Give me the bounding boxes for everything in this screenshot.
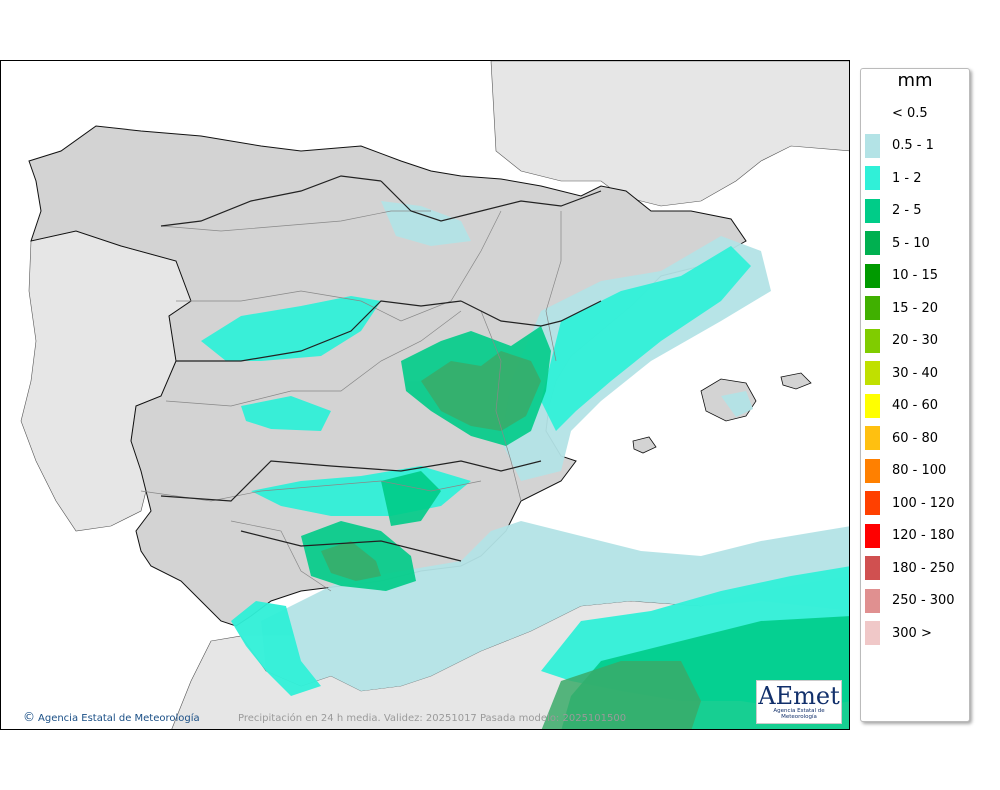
- legend-swatch: [865, 361, 880, 386]
- legend-item: 120 - 180: [865, 520, 955, 553]
- legend-label: 120 - 180: [892, 528, 955, 544]
- legend-item: 250 - 300: [865, 585, 955, 618]
- map-caption: Precipitación en 24 h media. Validez: 20…: [238, 713, 627, 724]
- map-canvas: [1, 61, 849, 729]
- legend-label: 2 - 5: [892, 203, 922, 219]
- legend-label: 180 - 250: [892, 560, 955, 576]
- france-land: [490, 61, 849, 207]
- legend-label: 0.5 - 1: [892, 138, 934, 154]
- legend-label: 5 - 10: [892, 235, 930, 251]
- community-borders: [160, 175, 602, 562]
- legend-list: < 0.5 0.5 - 1 1 - 2 2 - 5 5 - 10 10 - 15 15 - …: [865, 97, 955, 650]
- legend-label: 1 - 2: [892, 170, 922, 186]
- legend-label: 15 - 20: [892, 300, 939, 316]
- legend-swatch: [865, 426, 880, 451]
- legend-swatch: [865, 133, 880, 158]
- legend-swatch: [865, 263, 880, 288]
- legend-label: 250 - 300: [892, 593, 955, 609]
- legend-item: 60 - 80: [865, 422, 955, 455]
- legend-swatch: [865, 491, 880, 516]
- legend-item: 20 - 30: [865, 325, 955, 358]
- legend-swatch: [865, 621, 880, 646]
- menorca-island: [780, 372, 812, 390]
- precip-5-10: [321, 351, 701, 729]
- legend-label: 300 >: [892, 625, 932, 641]
- legend-label: 40 - 60: [892, 398, 939, 414]
- legend-item: 300 >: [865, 617, 955, 650]
- legend-item: 10 - 15: [865, 260, 955, 293]
- legend-swatch: [865, 458, 880, 483]
- legend-item: < 0.5: [865, 97, 955, 130]
- legend-label: 80 - 100: [892, 463, 947, 479]
- legend-swatch: [865, 523, 880, 548]
- legend-item: 180 - 250: [865, 552, 955, 585]
- legend-swatch: [865, 556, 880, 581]
- ibiza-island: [632, 436, 657, 454]
- legend-swatch: [865, 101, 880, 126]
- precipitation-legend: mm < 0.5 0.5 - 1 1 - 2 2 - 5 5 - 10 10 - 15 15…: [860, 68, 970, 722]
- aemet-logo-mark: AEmet: [758, 682, 840, 710]
- legend-swatch: [865, 328, 880, 353]
- aemet-logo: AEmet Agencia Estatal de Meteorología: [756, 680, 842, 724]
- legend-swatch: [865, 296, 880, 321]
- legend-label: 60 - 80: [892, 430, 939, 446]
- legend-swatch: [865, 198, 880, 223]
- legend-label: 10 - 15: [892, 268, 939, 284]
- legend-label: 30 - 40: [892, 365, 939, 381]
- legend-item: 40 - 60: [865, 390, 955, 423]
- legend-item: 80 - 100: [865, 455, 955, 488]
- legend-swatch: [865, 231, 880, 256]
- legend-item: 1 - 2: [865, 162, 955, 195]
- aemet-logo-subtitle: Agencia Estatal de Meteorología: [773, 708, 825, 720]
- region-borders: [140, 210, 562, 592]
- legend-swatch: [865, 166, 880, 191]
- legend-item: 15 - 20: [865, 292, 955, 325]
- legend-swatch: [865, 393, 880, 418]
- agency-credit: © Agencia Estatal de Meteorología: [23, 710, 200, 724]
- legend-item: 5 - 10: [865, 227, 955, 260]
- precipitation-map: © Agencia Estatal de Meteorología Precipi…: [0, 60, 850, 730]
- legend-label: 20 - 30: [892, 333, 939, 349]
- legend-label: 100 - 120: [892, 495, 955, 511]
- legend-label: < 0.5: [892, 105, 928, 121]
- credit-text: Agencia Estatal de Meteorología: [38, 713, 200, 724]
- legend-swatch: [865, 588, 880, 613]
- legend-item: 30 - 40: [865, 357, 955, 390]
- legend-item: 2 - 5: [865, 195, 955, 228]
- copyright-icon: ©: [23, 710, 35, 724]
- legend-unit: mm: [897, 70, 933, 91]
- legend-item: 100 - 120: [865, 487, 955, 520]
- legend-item: 0.5 - 1: [865, 130, 955, 163]
